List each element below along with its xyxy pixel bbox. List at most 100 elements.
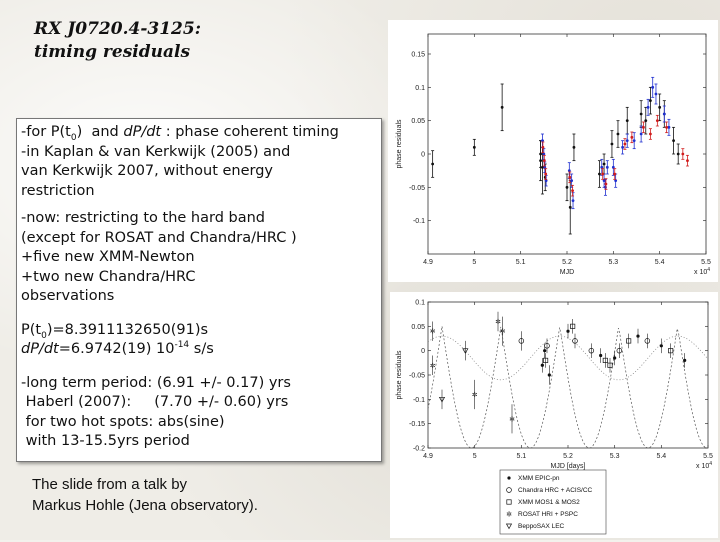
legend-label: Chandra HRC + ACIS/CC (518, 487, 593, 494)
data-point-blue (651, 85, 655, 89)
text-line: with 13-15.5yrs period (21, 433, 190, 449)
text-italic: dP/dt (123, 124, 162, 140)
y-tick-label: 0.05 (411, 324, 425, 331)
text-line: Haberl (2007): (7.70 +/- 0.60) yrs (21, 394, 289, 410)
x-tick-label: 5.5 (703, 453, 713, 460)
marker-bepposax (462, 348, 469, 354)
data-point-black (672, 139, 675, 143)
data-point-blue (667, 125, 671, 129)
data-point-black (639, 112, 643, 116)
data-point-black (610, 142, 614, 146)
y-tick-label: 0.05 (411, 118, 425, 125)
marker-rosat: ✲ (472, 391, 478, 399)
data-point-black (472, 145, 476, 149)
marker-xmm-pn (659, 344, 663, 348)
legend-label: ROSAT HRI + PSPC (518, 511, 578, 518)
data-point-black (565, 185, 569, 189)
text-italic: dP/dt (21, 341, 59, 357)
y-tick-label: -0.05 (409, 373, 425, 380)
data-point-blue (541, 139, 544, 143)
x-tick-label: 5.1 (516, 259, 526, 266)
marker-xmm-pn (547, 373, 551, 377)
text: s/s (189, 341, 214, 357)
data-point-blue (639, 132, 643, 136)
data-point-red (630, 135, 634, 139)
marker-xmm-pn (507, 476, 511, 480)
y-tick-label: 0.1 (415, 300, 425, 307)
data-point-black (676, 152, 680, 156)
x-tick-label: 5.2 (562, 259, 572, 266)
data-point-red (542, 159, 546, 163)
x-multiplier: x 104 (694, 267, 710, 276)
data-point-blue (602, 179, 606, 183)
text-line: observations (21, 288, 115, 304)
marker-xmm-pn (636, 334, 640, 338)
title-line-1: RX J0720.4-3125: (34, 19, 201, 39)
marker-chandra (644, 338, 651, 344)
marker-chandra (572, 338, 578, 344)
y-tick-label: 0 (421, 152, 425, 159)
x-tick-label: 5.2 (563, 453, 573, 460)
data-point-black (616, 132, 620, 136)
legend-label: XMM MOS1 & MOS2 (518, 499, 580, 506)
text-line: +five new XMM-Newton (21, 249, 195, 265)
data-point-red (568, 175, 572, 179)
marker-rosat: ✲ (430, 328, 436, 336)
y-axis-label: phase residuals (396, 119, 403, 169)
text-line: for two hot spots: abs(sine) (21, 413, 225, 430)
text-box: -for P(t0) and dP/dt : phase coherent ti… (16, 118, 382, 462)
data-point-blue (621, 145, 624, 149)
legend-label: BeppoSAX LEC (518, 523, 565, 530)
text-line: +two new Chandra/HRC (21, 268, 196, 285)
data-point-red (601, 172, 605, 176)
text: =6.9742(19) 10 (58, 341, 175, 357)
text: )=8.3911132650(91)s (46, 321, 209, 338)
marker-chandra (588, 347, 595, 354)
data-point-blue (570, 179, 574, 183)
x-axis-label: MJD (560, 269, 574, 276)
marker-chandra (506, 487, 512, 493)
x-tick-label: 5 (472, 259, 476, 266)
text-line: (except for ROSAT and Chandra/HRC ) (21, 229, 297, 246)
x-tick-label: 5.3 (608, 259, 618, 266)
data-point-black (644, 119, 648, 123)
plot-frame (427, 33, 707, 255)
slide-title: RX J0720.4-3125: timing residuals (34, 18, 201, 64)
marker-rosat: ✲ (506, 511, 512, 519)
marker-xmm-mos (626, 338, 632, 344)
marker-chandra (616, 347, 623, 354)
data-point-blue (646, 105, 650, 109)
data-point-black (625, 119, 629, 123)
data-point-red (544, 172, 548, 176)
marker-rosat: ✲ (500, 328, 506, 336)
x-multiplier-exponent: 4 (709, 461, 712, 467)
marker-xmm-pn (543, 349, 547, 353)
data-point-red (613, 172, 617, 176)
y-tick-label: -0.05 (409, 185, 425, 192)
data-point-blue (544, 179, 548, 183)
model-curve-abs-sine (427, 326, 709, 449)
y-axis-label: phase residuals (396, 350, 403, 400)
data-point-black (431, 162, 435, 166)
y-tick-label: -0.15 (409, 421, 425, 428)
y-tick-label: -0.1 (413, 397, 425, 404)
paragraph-method: -for P(t0) and dP/dt : phase coherent ti… (21, 123, 377, 201)
subscript: 0 (41, 330, 47, 341)
marker-xmm-pn (566, 329, 570, 333)
marker-xmm-mos (607, 362, 613, 368)
data-point-red (604, 182, 608, 186)
data-point-blue (600, 165, 604, 169)
marker-xmm-pn (683, 358, 687, 362)
marker-xmm-mos (543, 357, 549, 363)
marker-xmm-mos (602, 357, 608, 363)
plot-timing-residuals-fit: 4.9 5 5.1 5.2 5.3 5.4 5.5 -0.2 -0.15 -0.1 -0.05 0 0.… (390, 292, 718, 538)
plot-timing-residuals-color: 4.9 5 5.1 5.2 5.3 5.4 5.5 -0.1 -0.05 0 0.05 0.1 0.15… (388, 20, 718, 282)
data-point-red (655, 119, 659, 123)
text: ) and (76, 124, 124, 140)
data-point-black (541, 165, 544, 169)
data-point-red (649, 132, 652, 136)
data-point-blue (571, 199, 575, 203)
data-point-blue (614, 179, 618, 183)
marker-xmm-pn (613, 356, 617, 360)
x-tick-label: 5.4 (655, 259, 665, 266)
